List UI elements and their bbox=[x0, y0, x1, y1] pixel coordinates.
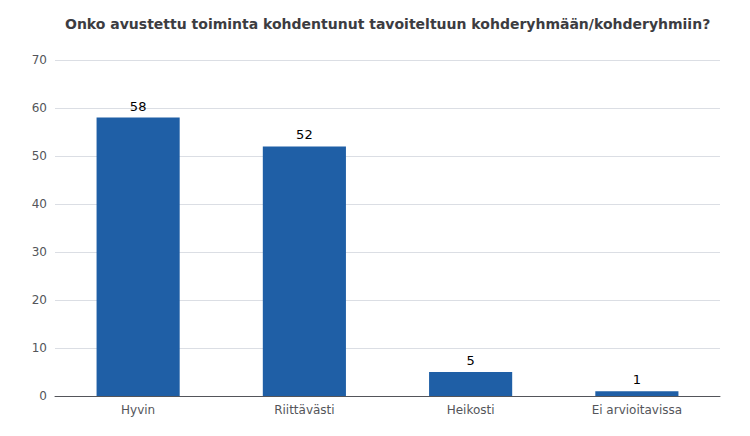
svg-text:60: 60 bbox=[32, 101, 47, 115]
svg-text:Riittävästi: Riittävästi bbox=[274, 403, 335, 417]
svg-text:Ei arvioitavissa: Ei arvioitavissa bbox=[592, 403, 682, 417]
svg-text:0: 0 bbox=[39, 389, 47, 403]
svg-text:20: 20 bbox=[32, 293, 47, 307]
svg-text:52: 52 bbox=[296, 127, 313, 142]
svg-text:70: 70 bbox=[32, 53, 47, 67]
svg-text:58: 58 bbox=[130, 99, 147, 114]
svg-text:Heikosti: Heikosti bbox=[447, 403, 495, 417]
svg-text:Hyvin: Hyvin bbox=[121, 403, 155, 417]
svg-text:10: 10 bbox=[32, 341, 47, 355]
svg-text:1: 1 bbox=[633, 372, 641, 387]
svg-text:50: 50 bbox=[32, 149, 47, 163]
svg-text:30: 30 bbox=[32, 245, 47, 259]
svg-text:5: 5 bbox=[466, 353, 474, 368]
svg-text:40: 40 bbox=[32, 197, 47, 211]
svg-text:Onko avustettu toiminta kohden: Onko avustettu toiminta kohdentunut tavo… bbox=[65, 16, 710, 32]
